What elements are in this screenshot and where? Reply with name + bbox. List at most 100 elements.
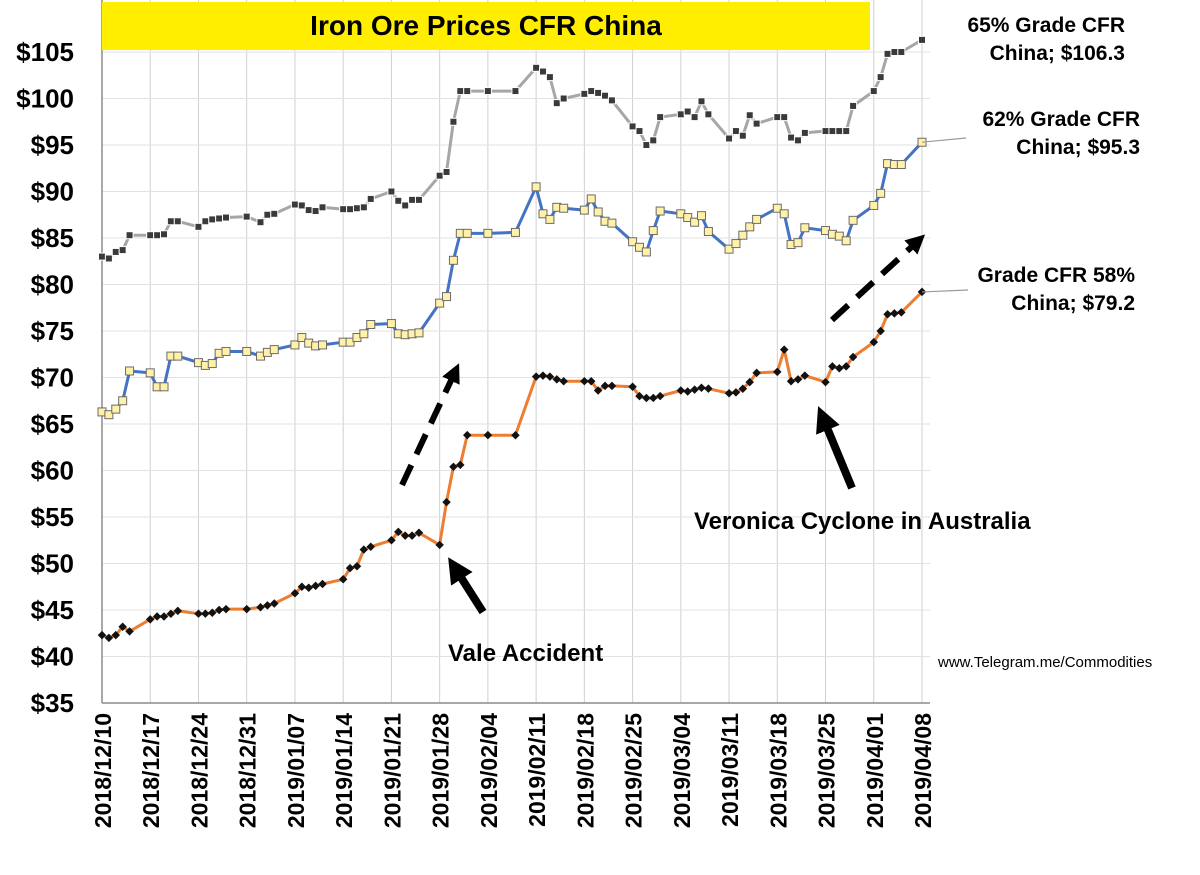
data-point	[656, 113, 665, 122]
data-point	[552, 99, 561, 108]
source-link: www.Telegram.me/Commodities	[938, 654, 1153, 671]
data-point	[173, 217, 182, 226]
y-tick-label: $40	[31, 642, 74, 672]
data-point	[318, 203, 327, 212]
data-point	[145, 368, 155, 378]
data-point	[559, 94, 568, 103]
data-point	[642, 141, 651, 149]
chart-title: Iron Ore Prices CFR China	[102, 2, 870, 50]
x-tick-label: 2019/01/14	[331, 713, 357, 828]
data-point	[649, 393, 658, 403]
data-point	[221, 604, 231, 614]
x-tick-label: 2019/04/08	[910, 713, 936, 828]
data-point	[834, 231, 844, 241]
x-tick-label: 2019/01/28	[428, 713, 454, 828]
data-point	[649, 136, 658, 145]
series-line	[101, 38, 923, 260]
data-point	[800, 371, 810, 380]
x-tick-label: 2019/03/25	[814, 713, 840, 828]
data-point	[394, 196, 403, 205]
data-point	[683, 213, 693, 223]
x-tick-label: 2019/03/04	[669, 713, 695, 828]
x-tick-label: 2019/03/11	[717, 713, 743, 827]
data-point	[607, 381, 617, 391]
data-point	[883, 310, 892, 319]
data-point	[111, 404, 121, 414]
data-point	[256, 218, 265, 227]
data-point	[352, 204, 361, 213]
data-point	[359, 203, 368, 212]
data-point	[724, 244, 734, 254]
data-point	[841, 362, 851, 371]
data-point	[297, 201, 306, 210]
data-point	[641, 247, 651, 257]
data-point	[456, 460, 465, 470]
x-tick-label: 2019/02/04	[476, 713, 502, 828]
data-point	[655, 206, 665, 216]
y-tick-label: $70	[31, 363, 74, 393]
x-tick-label: 2019/02/25	[621, 713, 647, 828]
annotation-vale-accident: Vale Accident	[448, 640, 604, 667]
data-point	[752, 214, 762, 224]
data-point	[731, 388, 741, 397]
data-point	[297, 333, 307, 343]
data-point	[704, 384, 713, 393]
data-point	[242, 604, 251, 614]
data-point	[538, 371, 548, 380]
data-point	[738, 131, 747, 140]
data-point	[414, 195, 423, 204]
data-point	[386, 319, 396, 329]
data-point	[539, 67, 548, 76]
data-point	[724, 389, 734, 398]
series-leader-line	[921, 137, 967, 143]
trend-arrow-dashed	[829, 234, 926, 323]
data-point	[703, 226, 713, 236]
data-point	[821, 127, 830, 136]
data-point	[462, 430, 472, 440]
data-point	[731, 239, 741, 249]
data-point	[587, 87, 596, 96]
data-point	[207, 359, 217, 369]
y-tick-label: $80	[31, 270, 74, 300]
data-point	[222, 213, 231, 222]
data-point	[683, 387, 692, 396]
data-point	[401, 201, 410, 210]
x-tick-label: 2019/01/07	[283, 713, 309, 828]
data-point	[511, 87, 520, 96]
data-point	[449, 117, 458, 126]
data-point	[263, 601, 272, 610]
x-tick-label: 2019/02/18	[572, 713, 598, 828]
data-point	[690, 217, 700, 227]
data-point	[690, 385, 699, 394]
y-tick-label: $105	[16, 37, 74, 67]
data-point	[98, 252, 106, 261]
data-point	[876, 73, 885, 82]
data-point	[635, 127, 644, 136]
series-label-62: 62% Grade CFR China; $95.3	[920, 106, 1140, 162]
series-label-line: China; $95.3	[1016, 136, 1140, 159]
data-point	[318, 340, 328, 350]
vale-accident-arrow	[448, 557, 487, 615]
data-point	[697, 383, 706, 392]
y-tick-label: $75	[31, 316, 74, 346]
data-point	[773, 367, 782, 377]
data-point	[394, 527, 403, 537]
data-point	[263, 210, 272, 219]
data-point	[359, 545, 369, 554]
data-point	[772, 203, 782, 213]
y-tick-label: $100	[16, 84, 74, 114]
data-point	[683, 107, 692, 116]
y-tick-label: $35	[31, 688, 74, 718]
data-point	[828, 127, 837, 136]
data-point	[676, 386, 686, 395]
data-point	[600, 381, 610, 391]
data-point	[159, 382, 169, 392]
data-point	[593, 207, 603, 217]
data-point	[400, 531, 410, 540]
series-line	[101, 290, 924, 640]
data-point	[635, 391, 644, 401]
data-point	[793, 238, 803, 248]
data-point	[545, 214, 555, 224]
